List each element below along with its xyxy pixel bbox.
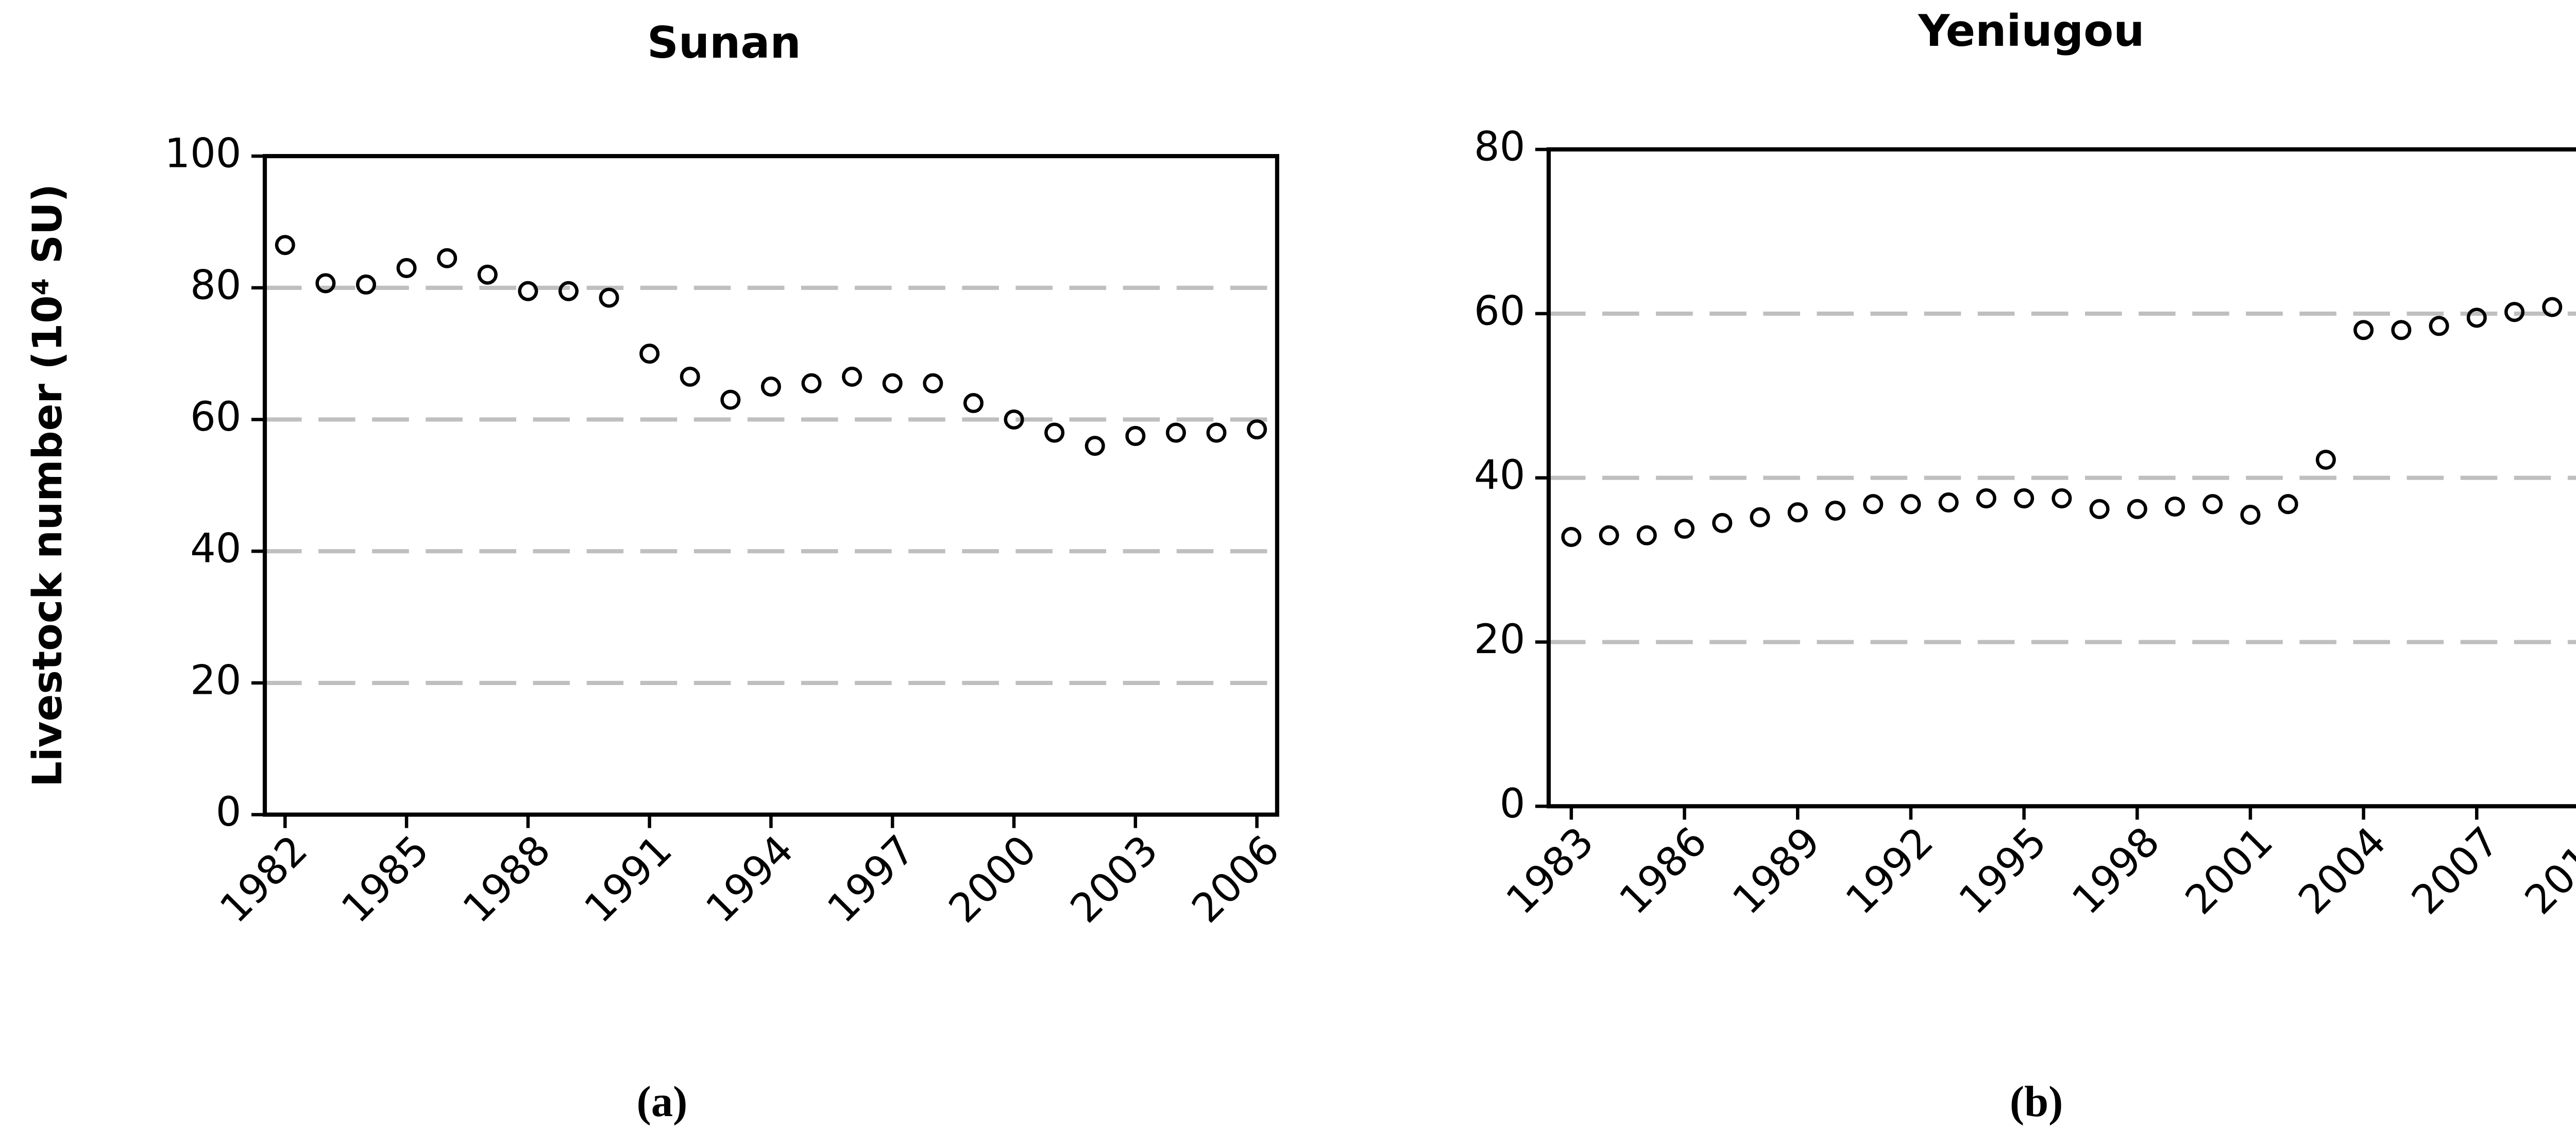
point bbox=[923, 373, 943, 394]
x-tick-label: 1994 bbox=[698, 827, 803, 932]
point bbox=[558, 281, 579, 301]
point bbox=[2504, 302, 2525, 322]
x-tick-label: 2000 bbox=[940, 827, 1045, 932]
point bbox=[1247, 419, 1267, 440]
x-tick-label: 1998 bbox=[2063, 818, 2168, 924]
point bbox=[1901, 494, 1921, 515]
point bbox=[1636, 525, 1657, 545]
point bbox=[2391, 320, 2412, 340]
point bbox=[760, 377, 781, 397]
point bbox=[2353, 320, 2374, 340]
x-tick-label: 1992 bbox=[1837, 818, 1942, 924]
x-tick-label: 1988 bbox=[454, 827, 560, 932]
y-tick-label: 0 bbox=[216, 789, 242, 835]
point bbox=[2202, 494, 2223, 515]
chart-title: Yeniugou bbox=[1918, 5, 2144, 56]
point bbox=[720, 389, 741, 410]
y-tick-label: 100 bbox=[164, 131, 241, 177]
x-tick-label: 1986 bbox=[1611, 818, 1716, 924]
y-axis-label: Livestock number (10⁴ SU) bbox=[25, 184, 71, 787]
x-tick-label: 2010 bbox=[2516, 818, 2576, 924]
point bbox=[1044, 422, 1065, 443]
point bbox=[2164, 496, 2185, 517]
y-tick-label: 40 bbox=[190, 526, 241, 572]
x-tick-label: 1983 bbox=[1498, 818, 1603, 924]
point bbox=[801, 373, 822, 394]
point bbox=[963, 393, 984, 414]
point bbox=[1787, 502, 1808, 523]
point bbox=[2466, 307, 2487, 328]
point bbox=[1825, 500, 1845, 521]
point bbox=[842, 366, 862, 387]
caption: (a) bbox=[637, 1078, 688, 1126]
point bbox=[2089, 499, 2110, 519]
point bbox=[1206, 422, 1227, 443]
point bbox=[1938, 492, 1959, 513]
x-tick-label: 1989 bbox=[1724, 818, 1829, 924]
point bbox=[1750, 507, 1770, 527]
point bbox=[477, 264, 498, 285]
x-tick-label: 1995 bbox=[1951, 818, 2056, 924]
point bbox=[315, 273, 336, 294]
point bbox=[355, 274, 377, 295]
point bbox=[1561, 526, 1582, 547]
point bbox=[1004, 409, 1024, 430]
x-tick-label: 2006 bbox=[1183, 827, 1289, 932]
y-tick-label: 80 bbox=[190, 262, 241, 309]
point bbox=[1084, 436, 1105, 456]
point bbox=[396, 258, 417, 278]
point bbox=[2240, 504, 2261, 525]
y-tick-label: 80 bbox=[1474, 124, 1525, 170]
y-tick-label: 0 bbox=[1500, 781, 1526, 827]
x-tick-label: 1985 bbox=[333, 827, 438, 932]
x-tick-label: 2004 bbox=[2290, 818, 2395, 924]
point bbox=[1125, 425, 1146, 446]
y-tick-label: 20 bbox=[190, 657, 241, 704]
point bbox=[1165, 422, 1186, 443]
y-tick-label: 60 bbox=[1474, 288, 1525, 334]
point bbox=[2429, 316, 2449, 336]
x-tick-label: 2007 bbox=[2403, 818, 2508, 924]
caption: (b) bbox=[2010, 1078, 2063, 1126]
point bbox=[1863, 494, 1884, 515]
point bbox=[2315, 450, 2336, 470]
point bbox=[275, 235, 295, 255]
x-tick-label: 1991 bbox=[576, 827, 681, 932]
y-tick-label: 20 bbox=[1474, 617, 1525, 663]
point bbox=[2052, 488, 2072, 509]
point bbox=[680, 366, 700, 387]
x-tick-label: 1982 bbox=[211, 827, 316, 932]
y-tick-label: 40 bbox=[1474, 452, 1525, 499]
x-tick-label: 2003 bbox=[1062, 827, 1167, 932]
point bbox=[882, 373, 903, 394]
point bbox=[639, 344, 660, 364]
point bbox=[1599, 525, 1619, 545]
point bbox=[1712, 512, 1733, 533]
point bbox=[2278, 494, 2298, 515]
point bbox=[2542, 297, 2563, 317]
x-tick-label: 2001 bbox=[2177, 818, 2282, 924]
chart-title: Sunan bbox=[647, 17, 801, 68]
point bbox=[1976, 488, 1996, 509]
point bbox=[599, 287, 619, 308]
point bbox=[2127, 499, 2147, 519]
point bbox=[518, 281, 538, 301]
plot-frame bbox=[1546, 147, 2576, 809]
point bbox=[2014, 488, 2035, 509]
point bbox=[437, 248, 457, 268]
y-tick-label: 60 bbox=[190, 394, 241, 440]
plot-frame bbox=[262, 154, 1279, 817]
x-tick-label: 1997 bbox=[819, 827, 924, 932]
point bbox=[1674, 519, 1695, 539]
